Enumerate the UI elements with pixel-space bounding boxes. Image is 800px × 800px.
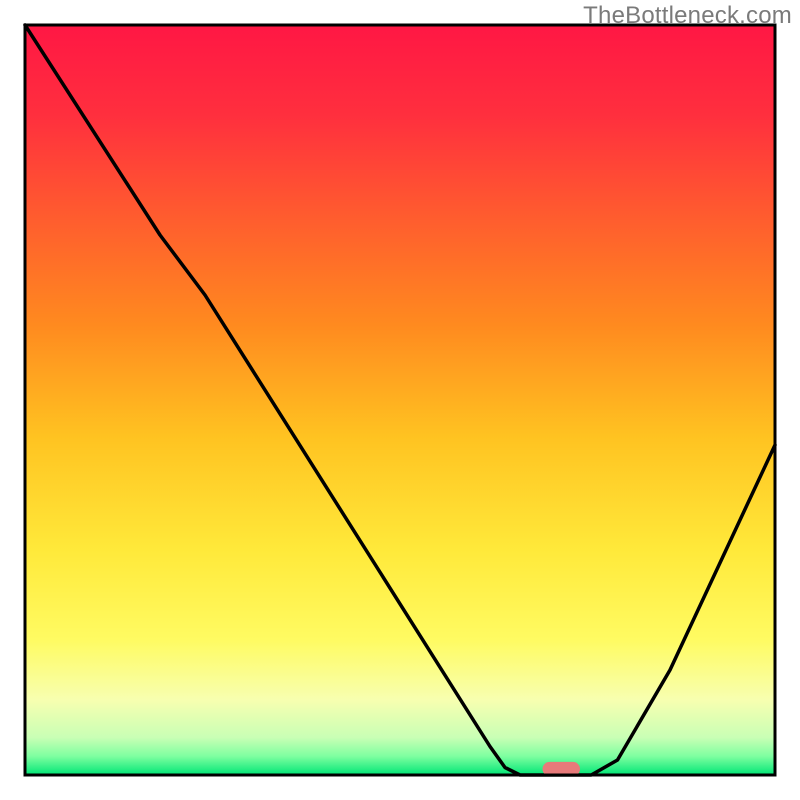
- chart-background: [25, 25, 775, 775]
- watermark-text: TheBottleneck.com: [583, 2, 792, 30]
- bottleneck-chart: [0, 0, 800, 800]
